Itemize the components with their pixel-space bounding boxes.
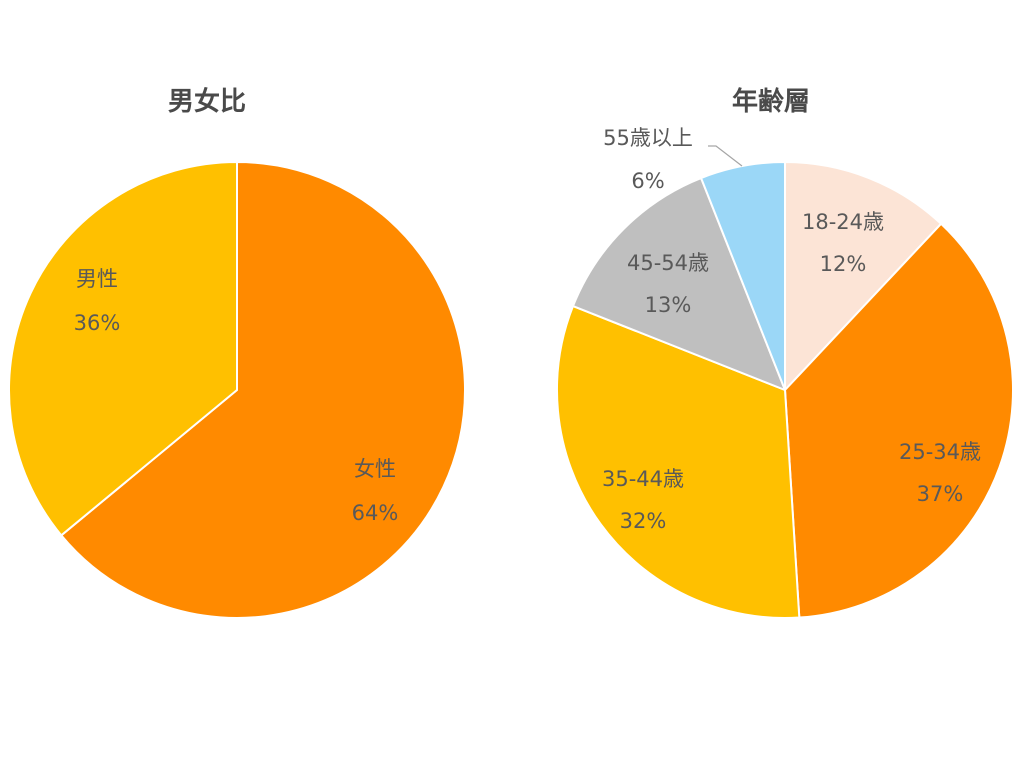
age-pie-slice-3 [572,177,786,391]
age-pie-slice-1 [784,222,1014,619]
age-slice-percent-1: 37% [917,482,964,506]
age-slice-label-0: 18-24歳 [802,210,884,234]
gender-slice-percent-female: 64% [352,501,399,525]
age-slice-leader-line [708,145,743,167]
gender-pie-chart: 男女比 男性 36% 女性 64% [8,86,466,619]
gender-slice-percent-male: 36% [74,311,121,335]
age-slice-percent-4: 6% [631,169,664,193]
age-pie-slice-2 [556,305,801,619]
gender-pie-slice-0 [60,161,466,619]
age-slice-percent-2: 32% [620,509,667,533]
age-pie-slices [556,161,1014,619]
age-chart-title: 年齢層 [732,86,810,117]
age-pie-slice-0 [784,161,943,391]
gender-slice-label-male: 男性 [76,267,118,291]
age-slice-label-4: 55歳以上 [603,126,693,150]
age-slice-label-3: 45-54歳 [627,251,709,275]
gender-pie-slice-1 [8,161,238,537]
age-pie-chart: 年齢層 18-24歳 12% 25-34歳 37% 35-44歳 32% 45-… [556,86,1014,619]
age-slice-percent-0: 12% [820,252,867,276]
age-slice-label-1: 25-34歳 [899,440,981,464]
age-slice-percent-3: 13% [645,293,692,317]
gender-chart-title: 男女比 [168,86,246,117]
gender-pie-slices [8,161,466,619]
age-slice-label-2: 35-44歳 [602,467,684,491]
age-pie-slice-4 [700,161,786,391]
gender-slice-label-female: 女性 [354,457,396,481]
